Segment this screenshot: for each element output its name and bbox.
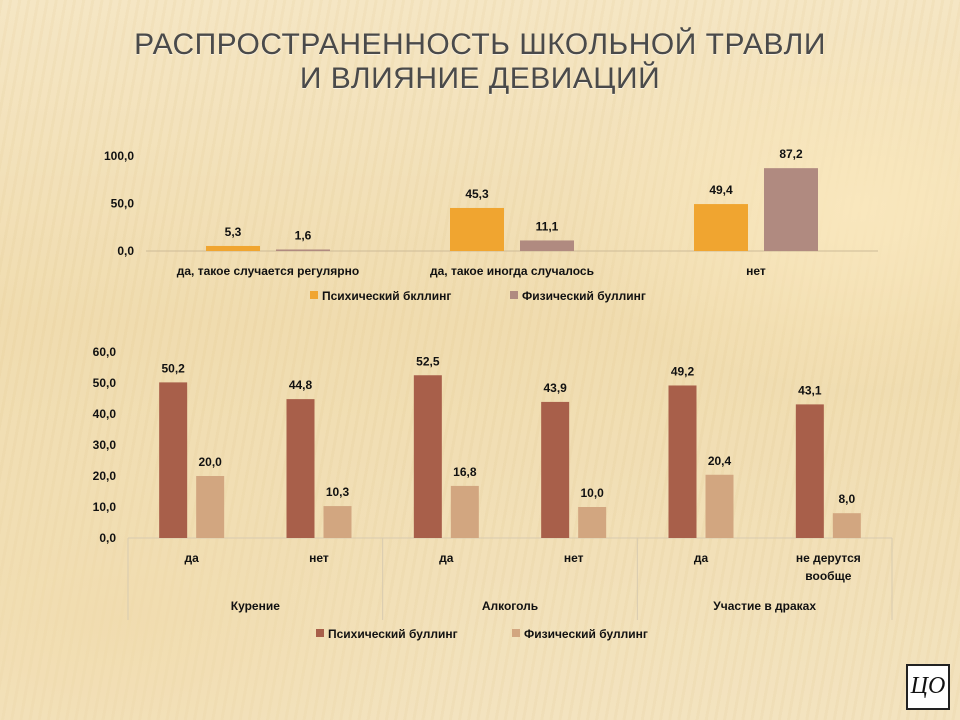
- x-tick-label: нет: [746, 264, 766, 278]
- slide-title: Распространенность школьной травли и вли…: [0, 28, 960, 96]
- group-label: Участие в драках: [713, 599, 816, 613]
- legend-swatch: [510, 291, 518, 299]
- x-tick-label: да: [185, 551, 200, 565]
- x-tick-label: нет: [309, 551, 329, 565]
- data-label: 44,8: [289, 378, 313, 392]
- logo-text: ЦО: [910, 673, 946, 699]
- legend-label: Психический бкллинг: [322, 289, 451, 303]
- bar: [196, 476, 225, 538]
- bar: [520, 240, 574, 251]
- y-tick-label: 60,0: [93, 345, 117, 359]
- bar: [705, 474, 734, 538]
- data-label: 52,5: [416, 354, 440, 368]
- data-label: 8,0: [838, 492, 855, 506]
- y-tick-label: 30,0: [93, 438, 117, 452]
- title-line-2: и влияние девиаций: [299, 62, 661, 95]
- y-tick-label: 50,0: [93, 376, 117, 390]
- y-tick-label: 20,0: [93, 469, 117, 483]
- x-tick-label: нет: [564, 551, 584, 565]
- y-tick-label: 10,0: [93, 500, 117, 514]
- data-label: 45,3: [465, 187, 489, 201]
- group-label: Курение: [231, 599, 280, 613]
- data-label: 10,0: [580, 486, 604, 500]
- data-label: 11,1: [536, 219, 559, 233]
- data-label: 20,0: [198, 455, 222, 469]
- y-tick-label: 0,0: [99, 531, 116, 545]
- y-tick-label: 40,0: [93, 407, 117, 421]
- x-tick-label: не дерутся: [796, 551, 861, 565]
- legend-label: Психический буллинг: [328, 627, 458, 641]
- legend-label: Физический буллинг: [522, 289, 646, 303]
- bar: [668, 385, 697, 538]
- data-label: 43,9: [543, 381, 567, 395]
- bar: [286, 399, 315, 538]
- x-tick-label: да: [694, 551, 709, 565]
- x-tick-label: да, такое иногда случалось: [430, 264, 594, 278]
- legend-swatch: [512, 629, 520, 637]
- legend-swatch: [310, 291, 318, 299]
- data-label: 49,4: [709, 183, 733, 197]
- data-label: 49,2: [671, 364, 695, 378]
- data-label: 50,2: [161, 361, 185, 375]
- x-tick-label: да, такое случается регулярно: [177, 264, 359, 278]
- data-label: 87,2: [779, 147, 803, 161]
- bar: [795, 404, 824, 538]
- y-tick-label: 100,0: [104, 149, 134, 163]
- data-label: 10,3: [326, 485, 350, 499]
- group-label: Алкоголь: [482, 599, 538, 613]
- bar: [541, 401, 570, 538]
- bar: [694, 204, 748, 251]
- data-label: 1,6: [295, 228, 312, 242]
- y-tick-label: 0,0: [117, 244, 134, 258]
- x-tick-label: вообще: [805, 569, 851, 583]
- data-label: 43,1: [798, 383, 822, 397]
- bar: [276, 249, 330, 251]
- prevalence-chart: 0,0 50,0 100,0 5,3 1,6 да, такое случается ре…: [104, 147, 878, 303]
- bar: [578, 507, 607, 538]
- logo: ЦО: [906, 664, 950, 710]
- bar: [450, 485, 479, 538]
- legend-swatch: [316, 629, 324, 637]
- data-label: 16,8: [453, 465, 477, 479]
- x-tick-label: да: [439, 551, 454, 565]
- bar: [832, 513, 861, 538]
- legend-label: Физический буллинг: [524, 627, 648, 641]
- bar: [159, 382, 188, 538]
- bar: [413, 375, 442, 538]
- title-line-1: Распространенность школьной травли: [134, 28, 826, 61]
- data-label: 20,4: [708, 454, 732, 468]
- bar: [323, 506, 352, 538]
- y-tick-label: 50,0: [111, 197, 135, 211]
- bar: [764, 168, 818, 251]
- bar: [206, 245, 260, 251]
- bar: [450, 207, 504, 251]
- data-label: 5,3: [225, 225, 242, 239]
